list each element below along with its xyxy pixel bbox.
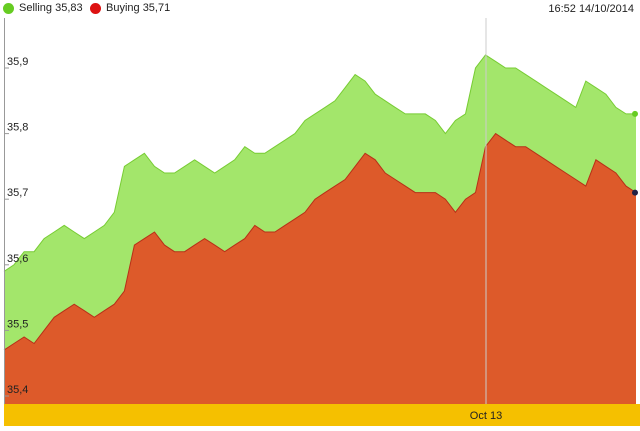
y-tick-label: 35,8 <box>7 122 28 134</box>
y-tick-label: 35,9 <box>7 56 28 68</box>
timestamp: 16:52 14/10/2014 <box>548 3 634 15</box>
selling-dot-icon <box>3 2 14 14</box>
legend-label-selling: Selling 35,83 <box>19 2 83 14</box>
selling-line <box>3 54 636 272</box>
buying-dot-icon <box>90 2 101 14</box>
y-tick-label: 35,7 <box>7 187 28 199</box>
series-endpoints <box>632 110 638 196</box>
y-tick-label: 35,6 <box>7 253 28 265</box>
x-axis-band <box>4 404 640 426</box>
selling-endpoint <box>632 110 638 117</box>
buying-endpoint <box>632 189 638 196</box>
legend-label-buying: Buying 35,71 <box>106 2 171 14</box>
buying-area <box>4 133 636 404</box>
buying-line <box>3 132 637 351</box>
x-tick-label: Oct 13 <box>470 410 502 422</box>
y-tick-label: 35,5 <box>7 318 28 330</box>
y-axis-ticks: 35,4 35,5 35,6 35,7 35,8 35,9 <box>4 56 28 397</box>
y-tick-label: 35,4 <box>7 384 28 396</box>
chart-areas <box>3 54 637 405</box>
legend: Selling 35,83 Buying 35,71 16:52 14/10/2… <box>0 0 640 18</box>
legend-item-selling[interactable]: Selling 35,83 <box>3 2 83 14</box>
legend-item-buying[interactable]: Buying 35,71 <box>90 2 170 14</box>
